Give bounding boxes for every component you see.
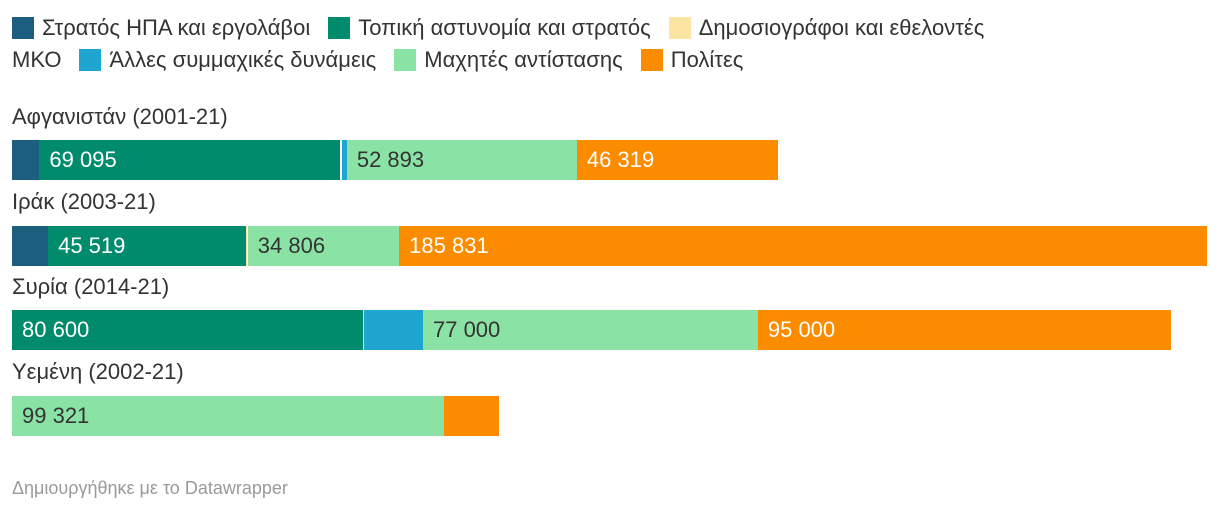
bar-segment-fighters [247, 226, 400, 266]
bar-segment-civilians [443, 396, 500, 436]
legend-item-journalists: Δημοσιογράφοι και εθελοντές [668, 15, 985, 41]
legend-row-1: Στρατός ΗΠΑ και εργολάβοι Τοπική αστυνομ… [12, 12, 1212, 44]
bar-segment-fighters [12, 396, 444, 436]
legend-label-ngo: ΜΚΟ [12, 47, 62, 72]
bar-afghanistan: 69 095 52 893 46 319 [12, 140, 1208, 180]
legend-swatch-journalists [668, 17, 691, 39]
bar-segment-civilians [757, 310, 1172, 350]
data-label-fighters: 34 806 [257, 233, 326, 258]
legend-swatch-local-police [328, 17, 351, 39]
country-label-syria: Συρία (2014-21) [12, 274, 170, 299]
bar-segment-civilians [399, 226, 1208, 266]
bar-segment-journalists [362, 310, 365, 350]
bar-iraq: 45 519 34 806 185 831 [12, 226, 1208, 266]
data-label-local-police: 69 095 [49, 147, 117, 172]
bar-yemen: 99 321 [12, 396, 1208, 436]
data-label-civilians: 95 000 [767, 317, 836, 342]
data-label-local-police: 45 519 [58, 233, 126, 258]
legend-item-fighters: Μαχητές αντίστασης [394, 47, 623, 73]
bar-segment-local-police [12, 310, 363, 350]
bar-segment-allied-forces [364, 310, 423, 350]
data-label-civilians: 46 319 [586, 147, 655, 172]
bar-segment-journalists [246, 226, 248, 266]
bar-syria: 80 600 77 000 95 000 [12, 310, 1208, 350]
legend-item-allied-forces: Άλλες συμμαχικές δυνάμεις [79, 47, 376, 73]
country-label-iraq: Ιράκ (2003-21) [12, 189, 156, 214]
legend-label-allied-forces: Άλλες συμμαχικές δυνάμεις [109, 47, 377, 72]
footer-credit: Δημιουργήθηκε με το Datawrapper [12, 478, 288, 498]
bar-segment-us-military [12, 140, 40, 180]
legend-swatch-us-military [12, 17, 34, 39]
bar-segment-civilians [576, 140, 779, 180]
legend-row-2: ΜΚΟ Άλλες συμμαχικές δυνάμεις Μαχητές αν… [12, 44, 1212, 76]
country-label-yemen: Υεμένη (2002-21) [12, 359, 184, 384]
legend-label-civilians: Πολίτες [670, 47, 744, 72]
legend-label-fighters: Μαχητές αντίστασης [424, 47, 623, 72]
legend-label-us-military: Στρατός ΗΠΑ και εργολάβοι [42, 15, 311, 40]
bar-segment-local-police [48, 226, 247, 266]
data-label-fighters: 99 321 [22, 403, 90, 428]
legend-item-ngo: ΜΚΟ [12, 47, 61, 73]
bar-segment-fighters [422, 310, 758, 350]
legend-swatch-civilians [640, 49, 663, 71]
legend-item-civilians: Πολίτες [640, 47, 744, 73]
legend: Στρατός ΗΠΑ και εργολάβοι Τοπική αστυνομ… [12, 12, 1212, 76]
data-label-civilians: 185 831 [409, 233, 489, 258]
legend-item-us-military: Στρατός ΗΠΑ και εργολάβοι [12, 15, 310, 41]
bar-segment-ngo [340, 140, 343, 180]
bar-segment-allied-forces [342, 140, 347, 180]
bar-segment-fighters [346, 140, 577, 180]
data-label-fighters: 52 893 [356, 147, 425, 172]
bar-segment-us-military [12, 226, 49, 266]
data-label-fighters: 77 000 [432, 317, 501, 342]
legend-swatch-fighters [394, 49, 417, 71]
country-label-afghanistan: Αφγανιστάν (2001-21) [12, 104, 228, 129]
legend-swatch-allied-forces [79, 49, 102, 71]
legend-label-journalists: Δημοσιογράφοι και εθελοντές [698, 15, 985, 40]
legend-label-local-police: Τοπική αστυνομία και στρατός [358, 15, 651, 40]
bar-segment-local-police [39, 140, 340, 180]
legend-item-local-police: Τοπική αστυνομία και στρατός [328, 15, 651, 41]
data-label-local-police: 80 600 [22, 317, 90, 342]
